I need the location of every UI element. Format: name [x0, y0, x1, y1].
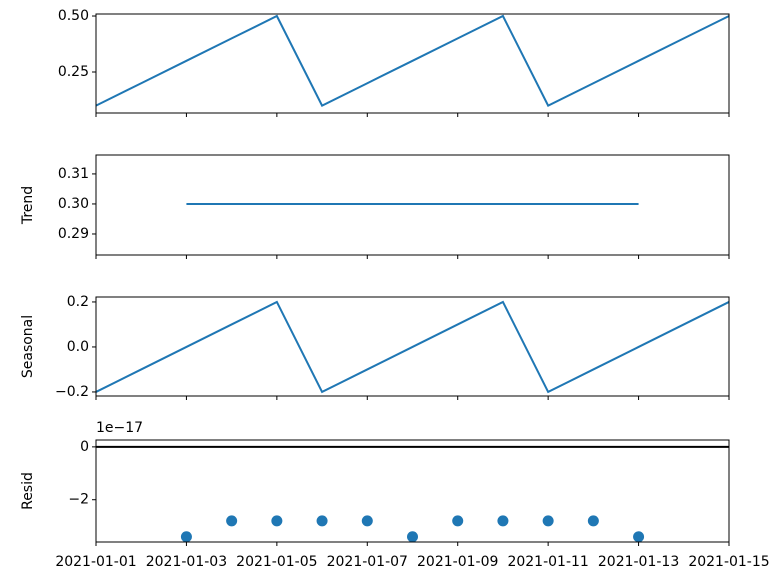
resid-point — [497, 515, 509, 527]
resid-point — [180, 531, 192, 543]
y-tick-label: 0.0 — [67, 339, 89, 355]
resid-point — [452, 515, 464, 527]
y-axis-label: Resid — [20, 472, 36, 510]
y-axis-label: Seasonal — [20, 315, 36, 378]
offset-text: 1e−17 — [96, 420, 143, 436]
y-tick-label: 0.50 — [58, 8, 89, 24]
resid-point — [361, 515, 373, 527]
y-tick-label: −2 — [68, 492, 89, 508]
resid-point — [633, 531, 645, 543]
resid-point — [271, 515, 283, 527]
y-tick-label: 0.31 — [58, 166, 89, 182]
y-tick-label: 0.29 — [58, 226, 89, 242]
resid-point — [542, 515, 554, 527]
x-tick-label: 2021-01-05 — [236, 554, 317, 570]
series-line — [95, 14, 730, 107]
y-tick-label: −0.2 — [55, 384, 89, 400]
x-tick-label: 2021-01-13 — [598, 554, 679, 570]
y-tick-label: 0.25 — [58, 64, 89, 80]
y-tick-label: 0 — [80, 439, 89, 455]
resid-point — [587, 515, 599, 527]
resid-point — [316, 515, 328, 527]
x-tick-label: 2021-01-11 — [507, 554, 588, 570]
x-tick-label: 2021-01-15 — [688, 554, 769, 570]
axes-frame — [95, 154, 730, 256]
axes-frame — [95, 13, 730, 114]
y-tick-label: 0.2 — [67, 294, 89, 310]
series-line — [95, 300, 730, 394]
axes-frame — [95, 439, 730, 543]
x-tick-label: 2021-01-03 — [146, 554, 227, 570]
y-tick-label: 0.30 — [58, 196, 89, 212]
x-tick-label: 2021-01-09 — [417, 554, 498, 570]
resid-point — [407, 531, 418, 543]
x-tick-label: 2021-01-01 — [55, 554, 136, 570]
x-tick-label: 2021-01-07 — [327, 554, 408, 570]
resid-point — [226, 515, 238, 527]
y-axis-label: Trend — [20, 186, 36, 225]
axes-frame — [95, 296, 730, 397]
